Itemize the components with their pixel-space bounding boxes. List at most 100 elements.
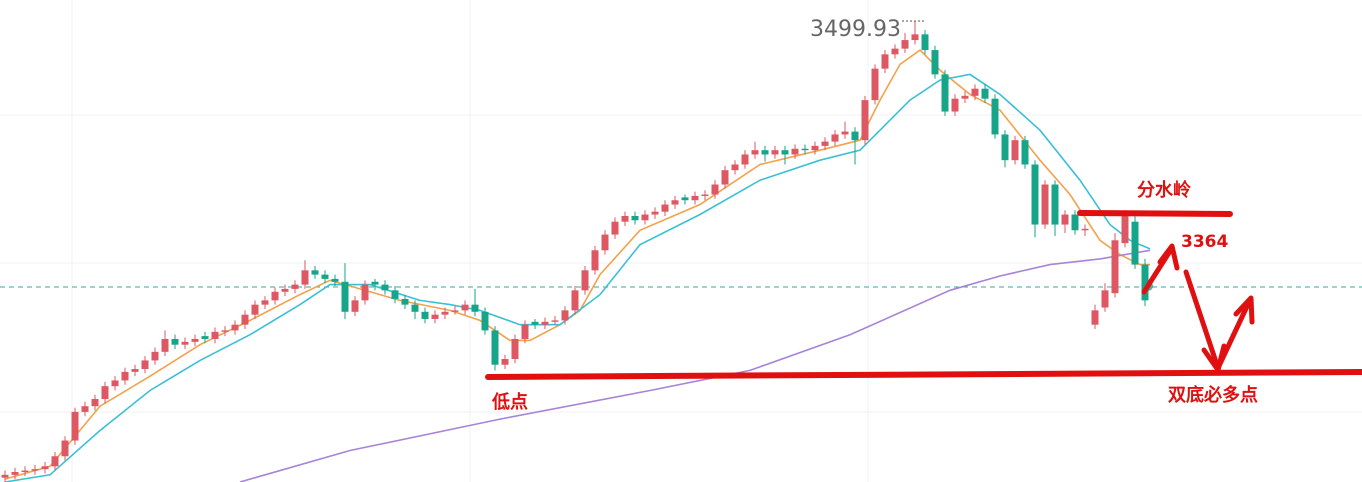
candle-body [441,311,449,315]
candle-body [61,440,69,457]
candle-body [1031,164,1039,225]
candle-body [691,195,699,201]
candle-body [1061,214,1069,225]
candle-body [231,324,239,331]
arrow-head [1201,343,1227,373]
candle-body [721,170,729,185]
candle-body [591,250,599,271]
candle-body [1021,140,1029,165]
candle-body [941,74,949,112]
candle-body [141,360,149,370]
candle-body [801,148,809,151]
candle-body [621,215,629,222]
candle-body [711,184,719,195]
candle-body [751,150,759,155]
candle-body [541,321,549,325]
divide-line [1077,210,1233,217]
candle-body [181,341,189,345]
candle-body [551,320,559,322]
candle-body [311,270,319,275]
candle-body [351,300,359,312]
candle-body [1091,310,1099,325]
candle-body [131,369,139,372]
candle-body [601,234,609,251]
candle-body [971,88,979,96]
candle-body [241,314,249,325]
candle-body [371,281,379,285]
candle-body [861,100,869,141]
plot [1,21,1151,482]
candle-body [191,338,199,342]
low-label: 低点 [491,391,528,413]
candle-body [871,68,879,101]
candle-body [1131,221,1139,265]
candle-body [991,98,999,135]
candle-body [921,34,929,51]
candle-body [811,145,819,151]
candle-body [771,150,779,155]
candle-body [301,270,309,285]
divide-label: 分水岭 [1137,179,1191,201]
candle-body [31,469,39,471]
candle-body [731,164,739,171]
candle-body [1001,134,1009,161]
candle-body [851,131,859,141]
candle-body [651,211,659,215]
candle-body [611,221,619,235]
candle-body [121,371,129,381]
candle-body [951,98,959,112]
candle-body [981,88,989,99]
candle-body [561,310,569,321]
candle-body [1041,184,1049,225]
candle-body [201,336,209,339]
candle-body [911,34,919,41]
candle-body [1101,290,1109,308]
high-label: 3499.93 [810,17,901,42]
ma-line [4,73,1151,482]
candle-body [251,304,259,315]
annotation-shapes [485,210,1362,380]
candle-body [281,288,289,292]
candle-body [781,150,789,155]
candle-body [161,338,169,352]
candle-body [401,298,409,305]
candle-body [1071,214,1079,231]
candle-body [1011,140,1019,161]
candle-body [71,411,79,441]
candle-body [581,270,589,291]
candle-body [521,324,529,339]
candle-body [331,278,339,282]
candle-body [341,281,349,312]
candle-body [101,386,109,400]
candle-body [791,148,799,155]
candle-body [671,200,679,205]
candle-body [51,456,59,467]
candle-body [741,154,749,165]
candle-body [1111,240,1119,294]
candle-body [631,215,639,221]
candle-body [111,380,119,387]
candle-body [211,331,219,339]
candle-body [151,351,159,361]
candle-body [411,304,419,312]
candle-body [381,284,389,291]
candle-body [11,471,19,475]
low-line [485,369,1362,380]
candle-body [1,474,9,478]
candle-body [221,330,229,332]
candle-body [81,406,89,412]
arrow-head [1233,295,1255,325]
candle-body [571,290,579,311]
candle-body [21,470,29,472]
candle-body [421,311,429,319]
candle-body [431,314,439,319]
arrow-head [1157,243,1180,271]
candle-body [1121,215,1129,244]
level-label: 3364 [1181,232,1228,252]
candle-body [271,291,279,301]
candle-body [321,274,329,279]
candle-body [1081,228,1089,231]
candle-body [481,311,489,331]
ma-line [239,249,1151,482]
